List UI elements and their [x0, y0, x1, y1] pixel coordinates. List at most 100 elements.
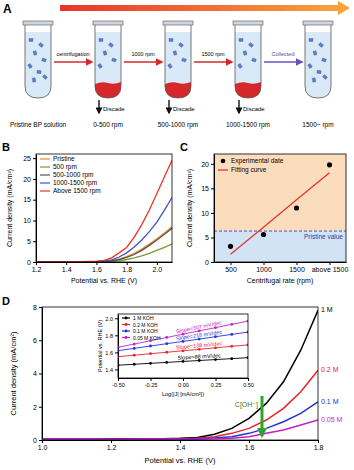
tick: 1.6 — [245, 440, 255, 451]
tick: 0.50 — [243, 378, 254, 388]
tube-liquid — [235, 32, 261, 98]
tick-label: -0.25 — [145, 382, 158, 388]
data-point — [133, 363, 136, 366]
tube-liquid — [25, 32, 51, 98]
tube-label: 1500~ rpm — [302, 121, 333, 129]
legend-label: 1000-1500 rpm — [53, 179, 97, 187]
tick: above 1500 — [312, 262, 349, 273]
tick: 1.6 — [105, 350, 118, 356]
legend-swatch — [122, 337, 130, 338]
flake — [243, 51, 247, 56]
y-axis-title: Current density (mA/cm²) — [9, 331, 18, 415]
tick-label: -0.50 — [112, 382, 125, 388]
data-point — [149, 345, 152, 348]
discard-label: Discade — [103, 106, 125, 112]
tube-outline — [25, 24, 51, 98]
flake — [173, 51, 177, 56]
tick-mark — [211, 188, 214, 189]
tick-mark — [96, 262, 97, 265]
tick-label: 0.25 — [211, 382, 222, 388]
y-axis-title: Current density (mA/cm²) — [6, 169, 14, 247]
y-axis: 05101520 — [201, 155, 214, 266]
tick: 15 — [23, 196, 36, 203]
tube-liquid — [305, 32, 331, 98]
tick-mark — [231, 262, 232, 265]
tick-label: 0 — [33, 437, 37, 444]
tick-mark — [33, 241, 36, 242]
tick: 2 — [33, 403, 42, 410]
legend-marker — [221, 159, 226, 164]
tick: 10 — [23, 217, 36, 224]
flake — [28, 64, 33, 69]
tick-label: 1.4 — [105, 367, 113, 373]
tick-label: 20 — [201, 161, 209, 168]
tick-mark — [115, 318, 118, 319]
process-arrow — [124, 61, 162, 63]
tick-label: 0.00 — [178, 382, 189, 388]
tick: 1000 — [256, 262, 272, 273]
tick-mark — [39, 307, 42, 308]
legend-label: 500-1000 rpm — [53, 171, 93, 179]
tube-rim — [303, 21, 333, 25]
plot-frame — [36, 154, 172, 262]
tick-mark — [211, 237, 214, 238]
tick: 1.8 — [122, 262, 132, 273]
tick-label: 1.8 — [314, 444, 324, 451]
tube-rim — [163, 21, 193, 25]
tick: 5 — [27, 238, 36, 245]
tick-mark — [183, 378, 184, 381]
x-axis: 1.21.41.61.82.0 — [32, 262, 173, 273]
tick: 1.4 — [105, 367, 118, 373]
y-axis: 1.41.61.82.0 — [105, 315, 118, 379]
tick: 1.8 — [314, 440, 324, 451]
tick-mark — [157, 262, 158, 265]
panel-label: B — [2, 141, 10, 153]
tick: 8 — [33, 304, 42, 311]
tick-label: 2.0 — [153, 266, 163, 273]
flake — [308, 64, 313, 69]
tick-label: 4 — [33, 370, 37, 377]
tick-label: 0 — [205, 259, 209, 266]
tick-mark — [318, 440, 319, 443]
tick-label: 1.8 — [122, 266, 132, 273]
y-axis: 0510152025 — [23, 155, 36, 266]
tube — [23, 21, 53, 98]
tick-mark — [249, 440, 250, 443]
flake — [33, 51, 37, 56]
tick-mark — [39, 374, 42, 375]
plot-frame — [214, 154, 346, 262]
data-point — [133, 354, 136, 357]
flake — [42, 58, 47, 62]
tick-mark — [39, 440, 42, 441]
flake — [98, 64, 103, 69]
x-axis: -0.50 -0.25 0.00 0.25 0.50 — [112, 378, 254, 388]
data-point — [230, 345, 233, 348]
flake — [99, 39, 103, 42]
legend: 1 M KOH0.2 M KOH0.1 M KOH0.05 M KOH — [122, 315, 161, 341]
data-point — [165, 342, 168, 345]
legend-label: 1 M KOH — [133, 315, 154, 321]
flake — [238, 64, 243, 69]
legend: Experimental dateFitting curve — [218, 157, 284, 174]
tick-label: 2 — [33, 403, 37, 410]
process-arrow — [264, 61, 302, 63]
series-label: 0.05 M — [321, 416, 343, 423]
tick: 0 — [205, 259, 214, 266]
legend-swatch — [40, 190, 50, 191]
flake — [32, 78, 36, 82]
gradient-arrow — [60, 5, 338, 11]
legend-swatch — [40, 166, 50, 167]
arrow-label: 1000 rpm — [131, 51, 155, 57]
region-below — [214, 231, 346, 262]
arrow-label: 1500 rpm — [201, 51, 225, 57]
plot-area — [42, 310, 318, 439]
tick: 6 — [33, 337, 42, 344]
flake — [103, 51, 107, 56]
panel-label: A — [3, 2, 12, 16]
tick-mark — [264, 262, 265, 265]
data-point — [230, 357, 233, 360]
data-point — [261, 232, 266, 237]
data-point — [133, 347, 136, 350]
tube — [93, 21, 123, 98]
flake — [252, 58, 257, 62]
